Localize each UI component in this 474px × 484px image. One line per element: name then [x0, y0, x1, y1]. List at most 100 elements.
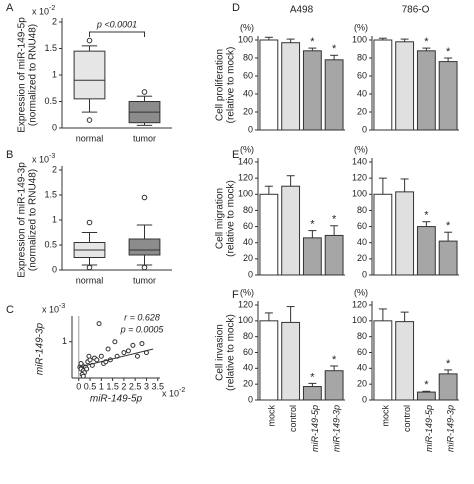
x-tick-label: normal — [76, 133, 104, 143]
stat-annotation: r = 0.628 — [124, 312, 160, 322]
x-tick-label: tumor — [133, 275, 156, 285]
y-tick-label: 40 — [243, 363, 253, 373]
y-tick-label: 80 — [357, 331, 367, 341]
y-tick-label: 60 — [357, 70, 367, 80]
y-tick-label: 100 — [352, 315, 367, 325]
significance-mark: * — [310, 36, 315, 48]
p-value: p <0.0001 — [96, 19, 137, 29]
stat-annotation: p = 0.0005 — [120, 324, 165, 334]
significance-mark: * — [424, 210, 429, 222]
y-tick-label: 80 — [243, 205, 253, 215]
unit-label: (%) — [240, 144, 254, 154]
y-tick-label: 0 — [362, 394, 367, 404]
y-tick-label: 40 — [357, 363, 367, 373]
y-tick-label: 1 — [52, 214, 57, 224]
x-tick-label: miR-149-5p — [424, 405, 434, 452]
significance-mark: * — [310, 371, 315, 383]
y-tick-label: 2 — [52, 16, 57, 26]
y-axis-label: Expression of miR-149-3p — [17, 162, 28, 278]
flier — [86, 219, 93, 226]
y-axis-label: (normalized to RNU48) — [28, 24, 39, 126]
y-tick-label: 20 — [243, 379, 253, 389]
x-tick-label: 0.5 — [84, 381, 97, 391]
column-title: A498 — [290, 5, 314, 16]
point — [98, 353, 104, 359]
y-tick-label: 20 — [357, 253, 367, 263]
y-axis-label: (relative to mock) — [226, 314, 237, 391]
y-tick-label: 120 — [238, 299, 253, 309]
bar — [416, 226, 436, 276]
bar — [438, 373, 458, 401]
axis-multiplier-exponent: -3 — [49, 153, 55, 160]
significance-mark: * — [332, 214, 337, 226]
flier — [86, 264, 93, 271]
y-tick-label: 40 — [357, 237, 367, 247]
y-tick-label: 2 — [52, 164, 57, 174]
bar — [281, 42, 301, 131]
unit-label: (%) — [354, 22, 368, 32]
panel-letter: C — [6, 304, 14, 316]
bar — [281, 321, 301, 401]
y-tick-label: 0 — [52, 122, 57, 132]
y-tick-label: 100 — [238, 34, 253, 44]
significance-mark: * — [424, 36, 429, 48]
bar — [259, 39, 279, 131]
axis-multiplier-exponent: -2 — [49, 5, 55, 12]
y-tick-label: 60 — [357, 347, 367, 357]
y-axis-label: Expression of miR-149-5p — [17, 17, 28, 133]
point — [105, 346, 111, 352]
y-tick-label: 120 — [238, 173, 253, 183]
significance-mark: * — [424, 379, 429, 391]
bar — [438, 240, 458, 276]
bar — [416, 391, 436, 401]
x-tick-label: 1 — [99, 381, 104, 391]
bar — [438, 61, 458, 131]
bar — [395, 191, 415, 276]
y-tick-label: 0 — [248, 394, 253, 404]
y-tick-label: 0 — [362, 124, 367, 134]
point — [96, 321, 102, 327]
y-tick-label: 60 — [357, 221, 367, 231]
bar — [324, 59, 344, 131]
y-tick-label: 40 — [243, 88, 253, 98]
axis-multiplier: x 10 — [162, 388, 179, 398]
y-tick-label: 0.5 — [44, 239, 57, 249]
unit-label: (%) — [354, 287, 368, 297]
y-tick-label: 120 — [352, 299, 367, 309]
point — [134, 353, 140, 359]
y-tick-label: 1.5 — [44, 43, 57, 53]
flier — [86, 117, 93, 123]
bar — [324, 234, 344, 276]
y-axis-label: Cell invasion — [215, 324, 226, 381]
x-tick-label: control — [288, 405, 298, 432]
significance-mark: * — [446, 46, 451, 58]
bar — [395, 41, 415, 131]
y-axis-label: Cell proliferation — [215, 49, 226, 121]
significance-mark: * — [446, 358, 451, 370]
y-tick-label: 100 — [238, 315, 253, 325]
flier — [86, 37, 93, 44]
column-title: 786-O — [402, 5, 430, 16]
point — [78, 361, 84, 366]
y-tick-label: 1 — [52, 69, 57, 79]
y-tick-label: 0 — [248, 124, 253, 134]
bar — [373, 320, 393, 401]
y-tick-label: 0 — [362, 269, 367, 279]
x-axis-label: miR-149-5p — [90, 394, 143, 405]
unit-label: (%) — [354, 144, 368, 154]
axis-multiplier-exponent: -2 — [179, 387, 185, 394]
y-tick-label: 40 — [357, 88, 367, 98]
axis-multiplier: x 10 — [32, 154, 49, 164]
panel-letter: F — [232, 289, 239, 301]
significance-mark: * — [332, 43, 337, 55]
y-axis-label: (relative to mock) — [226, 47, 237, 124]
x-tick-label: miR-149-3p — [332, 405, 342, 452]
y-axis-label: miR-149-3p — [35, 322, 46, 375]
y-tick-label: 80 — [357, 52, 367, 62]
bar — [373, 39, 393, 131]
unit-label: (%) — [240, 287, 254, 297]
trend-line — [78, 348, 154, 368]
y-tick-label: 100 — [352, 189, 367, 199]
x-tick-label: mock — [380, 405, 390, 427]
x-tick-label: 3.5 — [151, 381, 164, 391]
